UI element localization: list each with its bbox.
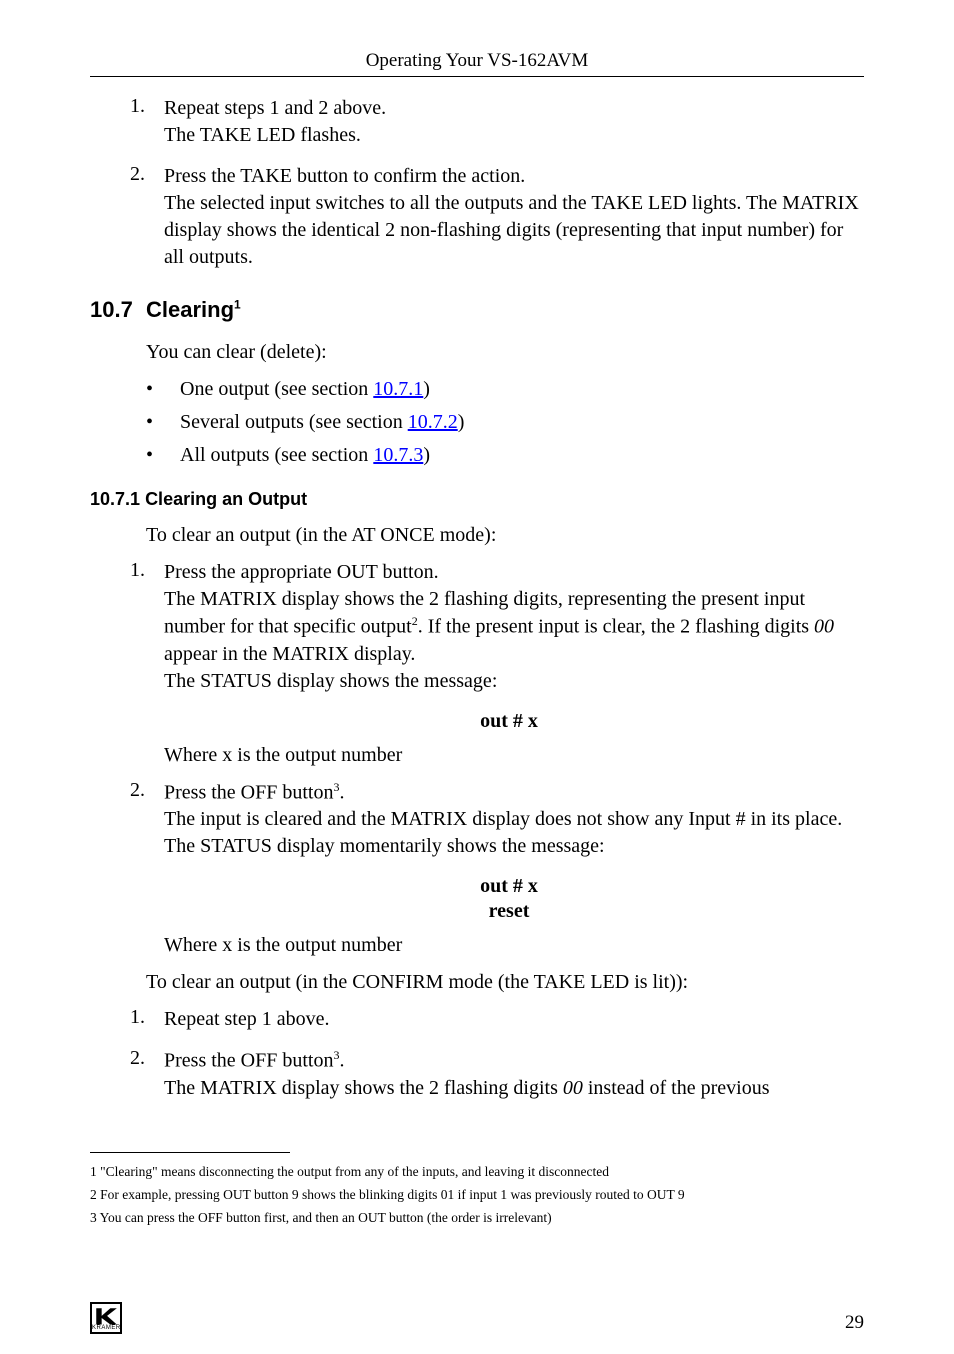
text-line: Press the TAKE button to confirm the act… [164,165,525,187]
list-item: 2. Press the TAKE button to confirm the … [130,163,864,271]
msg-line: out # x [480,875,538,897]
section-intro: You can clear (delete): [146,339,864,366]
bullet-icon: • [146,442,180,469]
section-number: 10.7 [90,297,146,323]
step-text: Press the OFF button3. The input is clea… [164,779,864,861]
text-line: Press the OFF button [164,781,333,803]
list-item: 1. Repeat step 1 above. [130,1006,864,1033]
atonce-steps: 1. Press the appropriate OUT button. The… [90,559,864,695]
section-heading: 10.7 Clearing1 [90,297,864,323]
footnotes: 1 "Clearing" means disconnecting the out… [90,1161,864,1230]
subsection-title: Clearing an Output [145,489,307,509]
bullet-list: • One output (see section 10.7.1) • Seve… [146,376,864,469]
bullet-text: Several outputs (see section 10.7.2) [180,409,464,436]
bullet-icon: • [146,376,180,403]
italic-text: 00 [814,616,834,638]
step-number: 2. [130,779,164,861]
list-item: 1. Press the appropriate OUT button. The… [130,559,864,695]
list-item: • All outputs (see section 10.7.3) [146,442,864,469]
page-number: 29 [845,1312,864,1334]
text-line: . If the present input is clear, the 2 f… [418,616,814,638]
bullet-text: One output (see section 10.7.1) [180,376,430,403]
text-line: appear in the MATRIX display. [164,643,415,665]
list-item: • One output (see section 10.7.1) [146,376,864,403]
section-title: Clearing1 [146,297,241,323]
where-note: Where x is the output number [164,932,864,959]
text-line: instead of the previous [583,1077,770,1099]
text-line: The STATUS display shows the message: [164,670,497,692]
text-line: Repeat steps 1 and 2 above. [164,97,386,119]
text-line: The selected input switches to all the o… [164,192,859,268]
display-message: out # x reset [154,874,864,924]
footnote: 2 For example, pressing OUT button 9 sho… [90,1184,864,1207]
display-message: out # x [154,709,864,734]
list-item: 2. Press the OFF button3. The MATRIX dis… [130,1047,864,1102]
text: Several outputs (see section [180,411,408,433]
text-line: Press the OFF button [164,1050,333,1072]
text-line: The STATUS display momentarily shows the… [164,835,605,857]
step-number: 1. [130,95,164,149]
text: ) [423,378,430,400]
subsection-heading: 10.7.1 Clearing an Output [90,489,864,510]
title-text: Clearing [146,297,234,322]
text-line: . [339,781,344,803]
confirm-intro: To clear an output (in the CONFIRM mode … [146,969,864,996]
confirm-steps: 1. Repeat step 1 above. 2. Press the OFF… [90,1006,864,1102]
intro-steps-list: 1. Repeat steps 1 and 2 above. The TAKE … [90,95,864,271]
step-text: Press the OFF button3. The MATRIX displa… [164,1047,864,1102]
section-link[interactable]: 10.7.1 [373,378,423,400]
subsection-intro: To clear an output (in the AT ONCE mode)… [146,522,864,549]
footnote-separator [90,1152,290,1153]
text-line: The input is cleared and the MATRIX disp… [164,808,842,830]
text-line: Press the appropriate OUT button. [164,561,439,583]
step-number: 1. [130,1006,164,1033]
step-text: Repeat step 1 above. [164,1006,864,1033]
list-item: 2. Press the OFF button3. The input is c… [130,779,864,861]
text-line: The MATRIX display shows the 2 flashing … [164,1077,563,1099]
step-number: 2. [130,1047,164,1102]
step-text: Press the appropriate OUT button. The MA… [164,559,864,695]
footnote-ref: 1 [234,298,241,312]
footnote: 1 "Clearing" means disconnecting the out… [90,1161,864,1184]
where-note: Where x is the output number [164,742,864,769]
section-link[interactable]: 10.7.3 [373,444,423,466]
logo-label: KRAMER [92,1325,120,1331]
text: All outputs (see section [180,444,373,466]
text-line: . [339,1050,344,1072]
italic-text: 00 [563,1077,583,1099]
text-line: The TAKE LED flashes. [164,124,361,146]
section-link[interactable]: 10.7.2 [408,411,458,433]
footnote: 3 You can press the OFF button first, an… [90,1207,864,1230]
text: ) [423,444,430,466]
text: One output (see section [180,378,373,400]
step-number: 1. [130,559,164,695]
text: ) [458,411,465,433]
msg-line: reset [489,900,530,922]
list-item: • Several outputs (see section 10.7.2) [146,409,864,436]
list-item: 1. Repeat steps 1 and 2 above. The TAKE … [130,95,864,149]
step-number: 2. [130,163,164,271]
atonce-steps-2: 2. Press the OFF button3. The input is c… [90,779,864,861]
page-header-title: Operating Your VS-162AVM [90,50,864,77]
step-text: Press the TAKE button to confirm the act… [164,163,864,271]
kramer-logo: KRAMER [90,1302,122,1334]
subsection-number: 10.7.1 [90,489,140,509]
page-footer: KRAMER 29 [90,1302,864,1334]
bullet-icon: • [146,409,180,436]
step-text: Repeat steps 1 and 2 above. The TAKE LED… [164,95,864,149]
bullet-text: All outputs (see section 10.7.3) [180,442,430,469]
